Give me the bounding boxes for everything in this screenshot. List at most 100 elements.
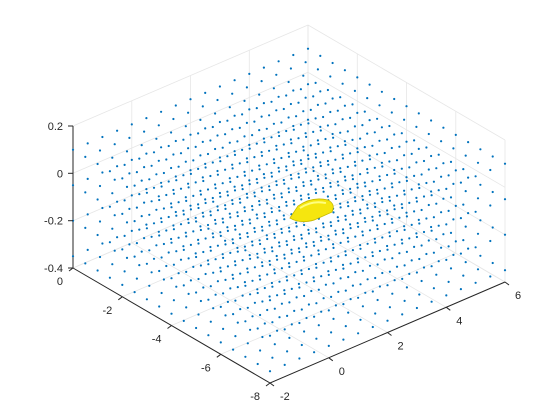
scatter-point (270, 207, 273, 210)
scatter-point (275, 183, 278, 187)
scatter-point (195, 291, 198, 294)
scatter-point (302, 255, 305, 258)
scatter-point (329, 150, 332, 153)
scatter-point (212, 271, 215, 274)
scatter-point (248, 72, 251, 75)
scatter-point (489, 204, 492, 207)
scatter-point (447, 280, 450, 283)
scatter-point (258, 274, 261, 277)
scatter-point (86, 248, 89, 251)
scatter-point (258, 164, 261, 167)
scatter-point (341, 263, 345, 266)
scatter-point (405, 140, 408, 143)
scatter-point (145, 117, 148, 120)
scatter-point (182, 209, 185, 212)
scatter-point (420, 173, 423, 176)
scatter-point (432, 287, 435, 290)
scatter-point (292, 89, 295, 92)
scatter-point (383, 258, 386, 261)
scatter-point (330, 331, 333, 334)
scatter-point (313, 351, 316, 354)
scatter-point (111, 156, 114, 159)
scatter-point (150, 235, 153, 238)
scatter-point (172, 192, 175, 195)
scatter-point (378, 104, 381, 107)
scatter-point (143, 166, 146, 169)
scatter-point (282, 214, 285, 217)
scatter-point (390, 146, 393, 150)
scatter-point (391, 221, 394, 224)
scatter-point (295, 150, 298, 153)
scatter-point (317, 288, 320, 291)
scatter-point (167, 215, 170, 219)
scatter-point (282, 107, 285, 111)
scatter-point (427, 168, 430, 171)
scatter-point (305, 316, 308, 320)
scatter-point (418, 186, 421, 190)
scatter-point (354, 271, 357, 274)
scatter-point (172, 228, 175, 231)
scatter-point (415, 235, 418, 239)
scatter-point (182, 138, 185, 141)
scatter-point (199, 154, 202, 157)
scatter-point (371, 254, 374, 258)
scatter-point (388, 160, 391, 163)
scatter-point (197, 167, 200, 170)
scatter-point (236, 211, 239, 214)
scatter-point (286, 279, 289, 282)
scatter-point (177, 272, 180, 275)
scatter-point (304, 132, 307, 135)
scatter-point (261, 300, 264, 303)
scatter-point (410, 188, 413, 191)
scatter-point (209, 320, 212, 323)
scatter-point (207, 334, 210, 337)
scatter-point (314, 188, 317, 191)
scatter-point (238, 197, 241, 200)
scatter-point (283, 328, 286, 331)
scatter-point (343, 175, 346, 178)
scatter-point (334, 123, 337, 126)
scatter-point (359, 208, 362, 211)
scatter-point (224, 239, 227, 242)
scatter-point (256, 327, 259, 330)
scatter-point (332, 317, 335, 320)
scatter-point (351, 178, 354, 181)
scatter-point (276, 329, 279, 332)
scatter-point (331, 61, 334, 65)
scatter-point (314, 81, 317, 84)
scatter-point (305, 242, 308, 245)
scatter-point (298, 286, 301, 289)
x-tick-label: 0 (57, 276, 63, 288)
scatter-point (297, 137, 300, 140)
scatter-point (403, 189, 406, 192)
scatter-point (241, 223, 244, 226)
scatter-point (260, 225, 264, 228)
scatter-point (265, 127, 268, 130)
scatter-point (346, 236, 349, 239)
scatter-point (273, 232, 276, 236)
scatter-point (243, 135, 246, 138)
scatter-point (401, 313, 404, 316)
scatter-point (232, 242, 235, 245)
scatter-point (447, 174, 450, 177)
scatter-point (248, 179, 251, 182)
scatter-point (167, 144, 170, 148)
scatter-point (209, 139, 212, 142)
scatter-point (231, 167, 234, 170)
scatter-point (297, 282, 300, 285)
floor-gridline-y (190, 217, 388, 333)
scatter-point (339, 241, 342, 244)
scatter-point (449, 231, 453, 234)
scatter-point (121, 212, 124, 215)
scatter-point (199, 225, 202, 228)
scatter-point (324, 137, 327, 141)
scatter-point (212, 236, 215, 239)
scatter-point (462, 203, 465, 206)
scatter-point (339, 206, 342, 209)
scatter-point (430, 190, 433, 193)
scatter-point (148, 249, 151, 252)
scatter-point (255, 213, 258, 216)
scatter-point (226, 300, 229, 303)
scatter-point (304, 96, 307, 99)
z-tick-label: 0.2 (48, 121, 63, 133)
